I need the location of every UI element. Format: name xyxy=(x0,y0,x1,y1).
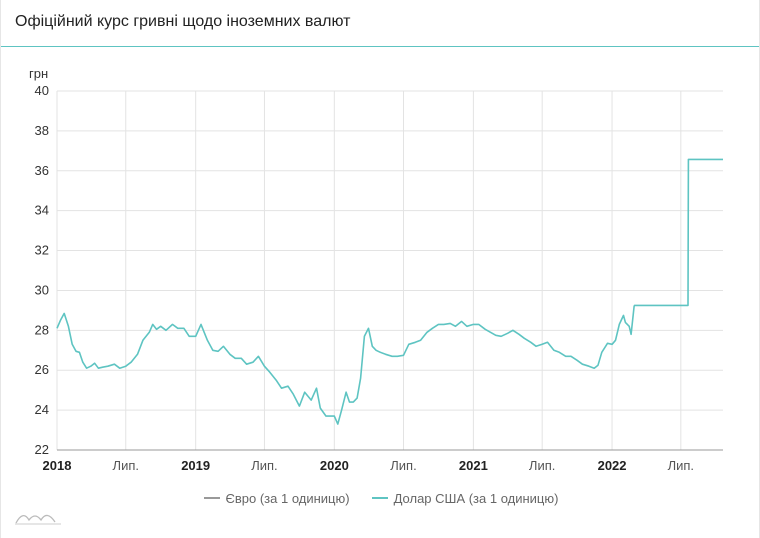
y-tick-label: 28 xyxy=(35,322,49,337)
legend-label-euro: Євро (за 1 одиницю) xyxy=(225,490,350,506)
x-tick-label: Лип. xyxy=(529,458,555,473)
x-tick-label: 2019 xyxy=(181,458,210,473)
wave-logo-icon xyxy=(15,514,61,525)
usd-series-line[interactable] xyxy=(56,158,723,425)
legend-item-euro[interactable]: Євро (за 1 одиницю) xyxy=(203,490,350,506)
y-tick-label: 30 xyxy=(35,282,49,297)
chart-title: Офіційний курс гривні щодо іноземних вал… xyxy=(15,13,351,30)
x-tick-label: 2018 xyxy=(43,458,72,473)
legend-label-usd: Долар США (за 1 одиницю) xyxy=(393,490,559,506)
x-tick-label: Лип. xyxy=(113,458,139,473)
x-tick-label: 2022 xyxy=(598,458,627,473)
y-tick-label: 32 xyxy=(35,243,49,258)
x-axis: 2018 Лип. 2019 Лип. 2020 Лип. 2021 Лип. 2022 Лип. xyxy=(43,449,723,473)
y-tick-label: 26 xyxy=(35,362,49,377)
y-tick-label: 36 xyxy=(35,163,49,178)
x-tick-label: 2020 xyxy=(320,458,349,473)
grid-lines xyxy=(56,90,723,451)
legend-item-usd[interactable]: Долар США (за 1 одиницю) xyxy=(371,490,559,506)
x-tick-label: Лип. xyxy=(390,458,416,473)
y-tick-label: 24 xyxy=(35,402,49,417)
y-tick-label: 34 xyxy=(35,203,49,218)
legend: Євро (за 1 одиницю) Долар США (за 1 один… xyxy=(1,488,760,508)
y-tick-label: 40 xyxy=(35,83,49,98)
y-tick-label: 22 xyxy=(35,442,49,457)
x-tick-label: 2021 xyxy=(459,458,488,473)
chart-header: Офіційний курс гривні щодо іноземних вал… xyxy=(1,0,759,47)
legend-swatch-euro xyxy=(203,497,220,499)
series-group xyxy=(56,158,723,425)
legend-swatch-usd xyxy=(371,497,388,499)
y-tick-label: 38 xyxy=(35,123,49,138)
x-tick-label: Лип. xyxy=(251,458,277,473)
y-axis-label: грн xyxy=(29,66,48,81)
y-axis: 22 24 26 28 30 32 34 36 38 40 xyxy=(35,83,49,457)
x-tick-label: Лип. xyxy=(668,458,694,473)
